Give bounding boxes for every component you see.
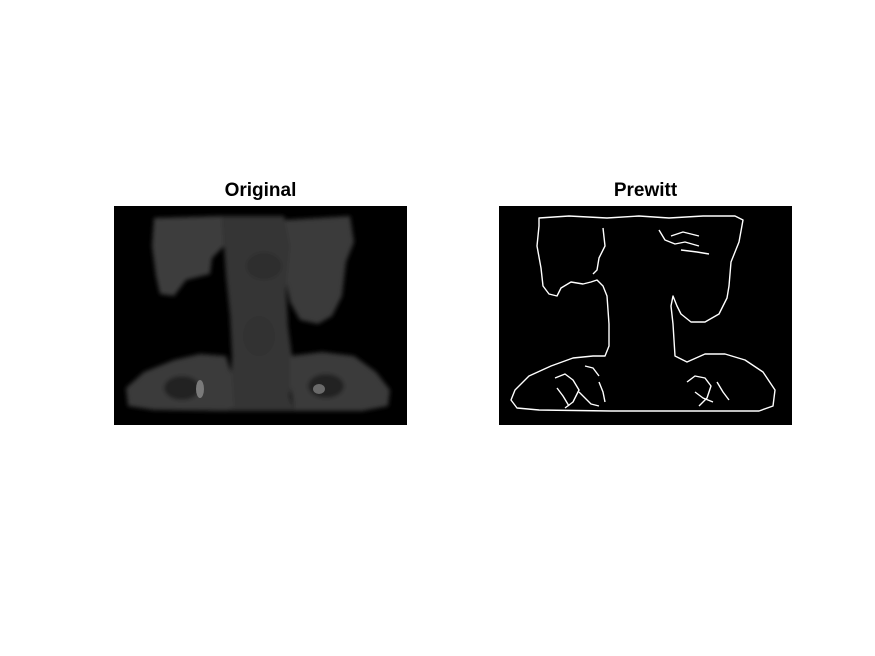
original-title: Original [224, 180, 297, 201]
bone-highlight-right [313, 384, 325, 394]
bone-highlight-left [196, 380, 204, 398]
edge-contours [510, 215, 776, 412]
prewitt-panel: Prewitt [499, 180, 792, 426]
original-panel: Original [114, 180, 407, 426]
original-image-svg [114, 206, 407, 425]
prewitt-image-svg [499, 206, 792, 425]
prewitt-image [499, 206, 792, 425]
original-image [114, 206, 407, 425]
ct-volume-shape [126, 216, 390, 411]
prewitt-title: Prewitt [613, 180, 678, 201]
